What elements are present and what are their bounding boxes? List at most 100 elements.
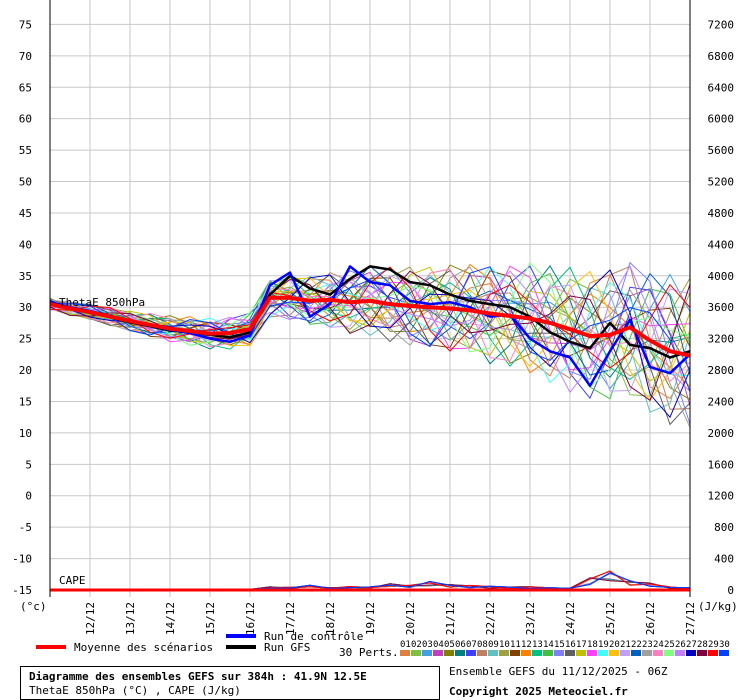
pert-legend-swatch bbox=[444, 650, 454, 656]
right-tick-label: 4000 bbox=[708, 270, 735, 283]
pert-legend-swatch bbox=[510, 650, 520, 656]
right-tick-label: 6000 bbox=[708, 113, 735, 126]
pert-legend-id: 30 bbox=[719, 640, 730, 650]
x-tick-label: 20/12 bbox=[404, 602, 417, 635]
pert-legend-id: 15 bbox=[554, 640, 565, 650]
pert-legend-swatch bbox=[466, 650, 476, 656]
legend-control-label: Run de contrôle bbox=[264, 630, 363, 643]
x-tick-label: 16/12 bbox=[244, 602, 257, 635]
pert-legend-id: 14 bbox=[543, 640, 554, 650]
x-tick-label: 24/12 bbox=[564, 602, 577, 635]
pert-legend-id: 13 bbox=[532, 640, 543, 650]
right-tick-label: 6800 bbox=[708, 50, 735, 63]
right-axis-unit: (J/kg) bbox=[698, 600, 738, 613]
left-tick-label: 75 bbox=[19, 18, 32, 31]
x-tick-label: 26/12 bbox=[644, 602, 657, 635]
pert-legend-id: 06 bbox=[455, 640, 466, 650]
chart-title: Diagramme des ensembles GEFS sur 384h : … bbox=[29, 670, 367, 683]
pert-legend-id: 02 bbox=[411, 640, 422, 650]
perturbation-line bbox=[49, 270, 691, 357]
right-tick-label: 4400 bbox=[708, 238, 735, 251]
pert-legend-id: 08 bbox=[477, 640, 488, 650]
pert-legend-id: 12 bbox=[521, 640, 532, 650]
pert-legend-swatch bbox=[664, 650, 674, 656]
x-tick-label: 25/12 bbox=[604, 602, 617, 635]
pert-legend-id: 28 bbox=[697, 640, 708, 650]
right-tick-label: 7200 bbox=[708, 18, 735, 31]
pert-legend-swatch bbox=[411, 650, 421, 656]
pert-legend-id: 24 bbox=[653, 640, 664, 650]
pert-legend-id: 01 bbox=[400, 640, 411, 650]
pert-legend-swatch bbox=[488, 650, 498, 656]
left-tick-label: 35 bbox=[19, 270, 32, 283]
right-tick-label: 2800 bbox=[708, 364, 735, 377]
left-tick-label: 30 bbox=[19, 301, 32, 314]
left-tick-label: 45 bbox=[19, 207, 32, 220]
pert-legend-swatch bbox=[532, 650, 542, 656]
left-axis-unit: (°c) bbox=[20, 600, 47, 613]
cape-lines bbox=[49, 570, 691, 592]
pert-legend-swatch bbox=[587, 650, 597, 656]
right-tick-label: 6400 bbox=[708, 81, 735, 94]
pert-legend-swatch bbox=[433, 650, 443, 656]
x-tick-label: 15/12 bbox=[204, 602, 217, 635]
x-tick-label: 13/12 bbox=[124, 602, 137, 635]
right-tick-label: 1600 bbox=[708, 458, 735, 471]
x-tick-label: 21/12 bbox=[444, 602, 457, 635]
right-tick-label: 5600 bbox=[708, 144, 735, 157]
left-tick-label: 60 bbox=[19, 113, 32, 126]
pert-legend-id: 09 bbox=[488, 640, 499, 650]
pert-legend-id: 07 bbox=[466, 640, 477, 650]
pert-legend-id: 18 bbox=[587, 640, 598, 650]
left-tick-label: 65 bbox=[19, 81, 32, 94]
pert-legend-id: 10 bbox=[499, 640, 510, 650]
x-tick-label: 23/12 bbox=[524, 602, 537, 635]
x-tick-label: 14/12 bbox=[164, 602, 177, 635]
pert-legend-id: 26 bbox=[675, 640, 686, 650]
right-tick-label: 800 bbox=[714, 521, 734, 534]
right-tick-label: 5200 bbox=[708, 176, 735, 189]
right-tick-label: 3600 bbox=[708, 301, 735, 314]
perturbation-line bbox=[49, 270, 691, 402]
pert-legend-id: 17 bbox=[576, 640, 587, 650]
pert-legend-id: 25 bbox=[664, 640, 675, 650]
right-tick-label: 1200 bbox=[708, 490, 735, 503]
legend: Moyenne des scénarios Run de contrôle Ru… bbox=[36, 630, 730, 659]
pert-legend-swatch bbox=[477, 650, 487, 656]
pert-legend-swatch bbox=[653, 650, 663, 656]
main-series-lines bbox=[49, 265, 691, 388]
x-tick-label: 12/12 bbox=[84, 602, 97, 635]
pert-legend-swatch bbox=[422, 650, 432, 656]
left-tick-label: 20 bbox=[19, 364, 32, 377]
pert-legend-swatch bbox=[631, 650, 641, 656]
pert-legend-swatch bbox=[543, 650, 553, 656]
pert-legend-id: 22 bbox=[631, 640, 642, 650]
perturbation-line bbox=[50, 266, 691, 392]
right-tick-label: 0 bbox=[727, 584, 734, 597]
pert-legend-swatch bbox=[642, 650, 652, 656]
legend-perts-label: 30 Perts. bbox=[339, 646, 399, 659]
pert-legend-swatch bbox=[521, 650, 531, 656]
pert-legend-swatch bbox=[576, 650, 586, 656]
pert-legend-swatch bbox=[455, 650, 465, 656]
panel-label-cape: CAPE bbox=[59, 574, 86, 587]
perturbation-lines bbox=[49, 261, 691, 428]
title-box: Diagramme des ensembles GEFS sur 384h : … bbox=[20, 666, 440, 700]
pert-legend-swatch bbox=[499, 650, 509, 656]
pert-legend-swatch bbox=[675, 650, 685, 656]
left-tick-label: 55 bbox=[19, 144, 32, 157]
mean-line bbox=[49, 295, 691, 358]
left-tick-label: 10 bbox=[19, 427, 32, 440]
perturbation-legend: 01 02 03 04 05 06 07 08 09 10 11 12 13 14 15 16 17 18 19 20… bbox=[400, 640, 730, 656]
perturbation-line bbox=[49, 268, 691, 383]
pert-legend-id: 04 bbox=[433, 640, 444, 650]
pert-legend-swatch bbox=[554, 650, 564, 656]
x-tick-label: 17/12 bbox=[284, 602, 297, 635]
left-tick-label: 15 bbox=[19, 395, 32, 408]
left-tick-label: -15 bbox=[12, 584, 32, 597]
perturbation-line bbox=[49, 271, 691, 407]
pert-legend-swatch bbox=[620, 650, 630, 656]
legend-gfs-label: Run GFS bbox=[264, 641, 310, 654]
right-tick-label: 4800 bbox=[708, 207, 735, 220]
left-tick-label: 5 bbox=[25, 458, 32, 471]
